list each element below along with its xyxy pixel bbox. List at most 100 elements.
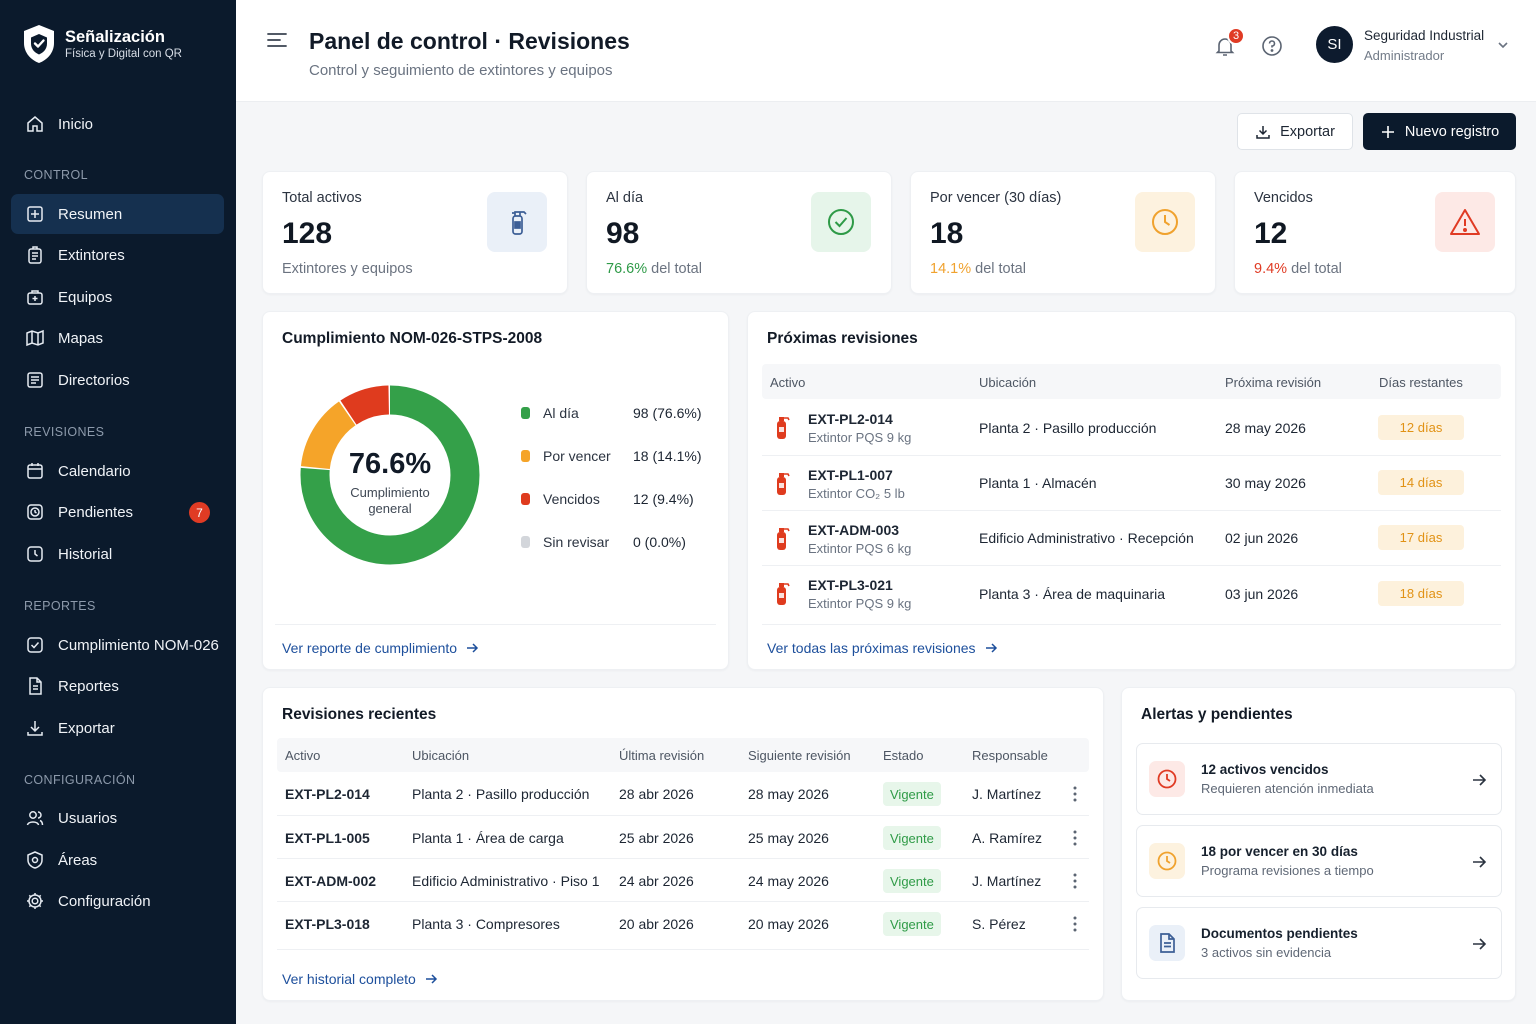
more-options-icon[interactable]	[1067, 872, 1083, 890]
user-role: Administrador	[1364, 48, 1445, 63]
column-header-ubicacion[interactable]: Ubicación	[412, 748, 470, 763]
column-header-responsable[interactable]: Responsable	[972, 748, 1048, 763]
alert-item-documents[interactable]: Documentos pendientes 3 activos sin evid…	[1136, 907, 1502, 979]
sidebar-item-label: Pendientes	[58, 503, 134, 521]
export-button[interactable]: Exportar	[1237, 113, 1353, 150]
arrow-right-icon	[1473, 856, 1487, 868]
stat-card-vencidos[interactable]: Vencidos 12 9.4% del total	[1234, 171, 1516, 294]
sidebar-item-historial[interactable]: Historial	[11, 534, 224, 574]
compliance-report-link[interactable]: Ver reporte de cumplimiento	[282, 640, 479, 656]
legend-item-vencidos: Vencidos	[521, 491, 600, 507]
more-options-icon[interactable]	[1067, 915, 1083, 933]
days-remaining-badge: 14 días	[1378, 470, 1464, 495]
status-badge: Vigente	[883, 912, 941, 936]
stat-card-total[interactable]: Total activos 128 Extintores y equipos	[262, 171, 568, 294]
sidebar-item-calendario[interactable]: Calendario	[11, 451, 224, 491]
stat-card-al-dia[interactable]: Al día 98 76.6% del total	[586, 171, 892, 294]
sidebar-item-extintores[interactable]: Extintores	[11, 235, 224, 275]
document-icon	[1160, 933, 1175, 953]
more-options-icon[interactable]	[1067, 829, 1083, 847]
asset-location: Planta 1 · Área de carga	[412, 830, 564, 846]
column-header-ultima[interactable]: Última revisión	[619, 748, 705, 763]
brand[interactable]: Señalización Física y Digital con QR	[22, 24, 182, 64]
help-icon[interactable]	[1260, 34, 1284, 58]
divider	[277, 858, 1089, 859]
upcoming-title: Próximas revisiones	[767, 330, 918, 347]
alert-icon-bg	[1149, 925, 1185, 961]
avatar[interactable]: SI	[1316, 26, 1353, 63]
link-label: Ver todas las próximas revisiones	[767, 640, 976, 656]
status-badge: Vigente	[883, 869, 941, 893]
sidebar-item-cumplimiento[interactable]: Cumplimiento NOM-026	[11, 625, 224, 665]
full-history-link[interactable]: Ver historial completo	[282, 971, 438, 987]
sidebar-item-label: Directorios	[58, 371, 130, 389]
column-header-estado[interactable]: Estado	[883, 748, 924, 763]
more-options-icon[interactable]	[1067, 785, 1083, 803]
stat-value: 18	[930, 217, 964, 250]
sidebar-item-pendientes[interactable]: Pendientes 7	[11, 492, 224, 532]
next-review-date: 20 may 2026	[748, 916, 829, 932]
sidebar-item-reportes[interactable]: Reportes	[11, 666, 224, 706]
brand-subtitle: Física y Digital con QR	[65, 48, 182, 60]
stat-footnote-text: del total	[647, 261, 702, 277]
user-name[interactable]: Seguridad Industrial	[1364, 28, 1485, 43]
all-upcoming-link[interactable]: Ver todas las próximas revisiones	[767, 640, 998, 656]
sidebar-item-inicio[interactable]: Inicio	[11, 104, 224, 144]
stat-footnote: 14.1% del total	[930, 261, 1026, 277]
new-record-button[interactable]: Nuevo registro	[1363, 113, 1516, 150]
asset-location: Planta 3 · Área de maquinaria	[979, 586, 1165, 602]
gear-icon	[27, 893, 43, 909]
column-header-activo[interactable]: Activo	[770, 375, 806, 390]
legend-item-sin-revisar: Sin revisar	[521, 534, 609, 550]
legend-value: 0 (0.0%)	[633, 534, 686, 550]
column-header-dias[interactable]: Días restantes	[1379, 375, 1463, 390]
chevron-down-icon[interactable]	[1496, 38, 1510, 52]
alert-item-expired[interactable]: 12 activos vencidos Requieren atención i…	[1136, 743, 1502, 815]
asset-location: Edificio Administrativo · Piso 1	[412, 873, 600, 889]
legend-value: 18 (14.1%)	[633, 448, 702, 464]
clock-icon	[1152, 209, 1178, 235]
sidebar-item-mapas[interactable]: Mapas	[11, 318, 224, 358]
review-date: 03 jun 2026	[1225, 586, 1299, 602]
column-header-activo[interactable]: Activo	[285, 748, 321, 763]
divider	[277, 815, 1089, 816]
asset-location: Edificio Administrativo · Recepción	[979, 530, 1194, 546]
export-button-label: Exportar	[1280, 123, 1335, 140]
sidebar-item-directorios[interactable]: Directorios	[11, 360, 224, 400]
nav-section-revisiones: REVISIONES	[24, 425, 105, 439]
stat-percent: 14.1%	[930, 261, 972, 277]
stat-value: 12	[1254, 217, 1288, 250]
recent-reviews-card: Revisiones recientes Activo Ubicación Úl…	[262, 687, 1104, 1001]
stat-percent: 76.6%	[606, 261, 648, 277]
check-circle-icon	[828, 209, 854, 235]
nav-section-control: CONTROL	[24, 168, 88, 182]
column-header-proxima[interactable]: Próxima revisión	[1225, 375, 1322, 390]
stat-footnote-text: del total	[971, 261, 1026, 277]
menu-icon[interactable]	[266, 30, 288, 50]
upcoming-reviews-card: Próximas revisiones Activo Ubicación Pró…	[747, 311, 1516, 670]
column-header-siguiente[interactable]: Siguiente revisión	[748, 748, 851, 763]
divider	[762, 455, 1501, 456]
alert-item-expiring[interactable]: 18 por vencer en 30 días Programa revisi…	[1136, 825, 1502, 897]
divider	[762, 624, 1501, 625]
sidebar-item-usuarios[interactable]: Usuarios	[11, 798, 224, 838]
recent-title: Revisiones recientes	[282, 706, 437, 723]
asset-location: Planta 2 · Pasillo producción	[979, 420, 1157, 436]
sidebar-item-label: Resumen	[58, 205, 123, 223]
stat-card-por-vencer[interactable]: Por vencer (30 días) 18 14.1% del total	[910, 171, 1216, 294]
asset-description: Extintor PQS 9 kg	[808, 430, 912, 445]
extinguisher-icon	[777, 583, 790, 605]
clock-icon	[1157, 851, 1177, 871]
sidebar-item-resumen[interactable]: Resumen	[11, 194, 224, 234]
donut-center-label-line1: Cumplimiento	[350, 485, 430, 500]
sidebar-item-areas[interactable]: Áreas	[11, 840, 224, 880]
sidebar-item-equipos[interactable]: Equipos	[11, 277, 224, 317]
compliance-donut-chart	[300, 385, 480, 565]
divider	[277, 901, 1089, 902]
stat-footnote: 9.4% del total	[1254, 261, 1342, 277]
directory-icon	[27, 372, 43, 388]
sidebar-item-configuracion[interactable]: Configuración	[11, 881, 224, 921]
column-header-ubicacion[interactable]: Ubicación	[979, 375, 1037, 390]
sidebar-item-exportar[interactable]: Exportar	[11, 708, 224, 748]
legend-label: Vencidos	[543, 491, 600, 507]
